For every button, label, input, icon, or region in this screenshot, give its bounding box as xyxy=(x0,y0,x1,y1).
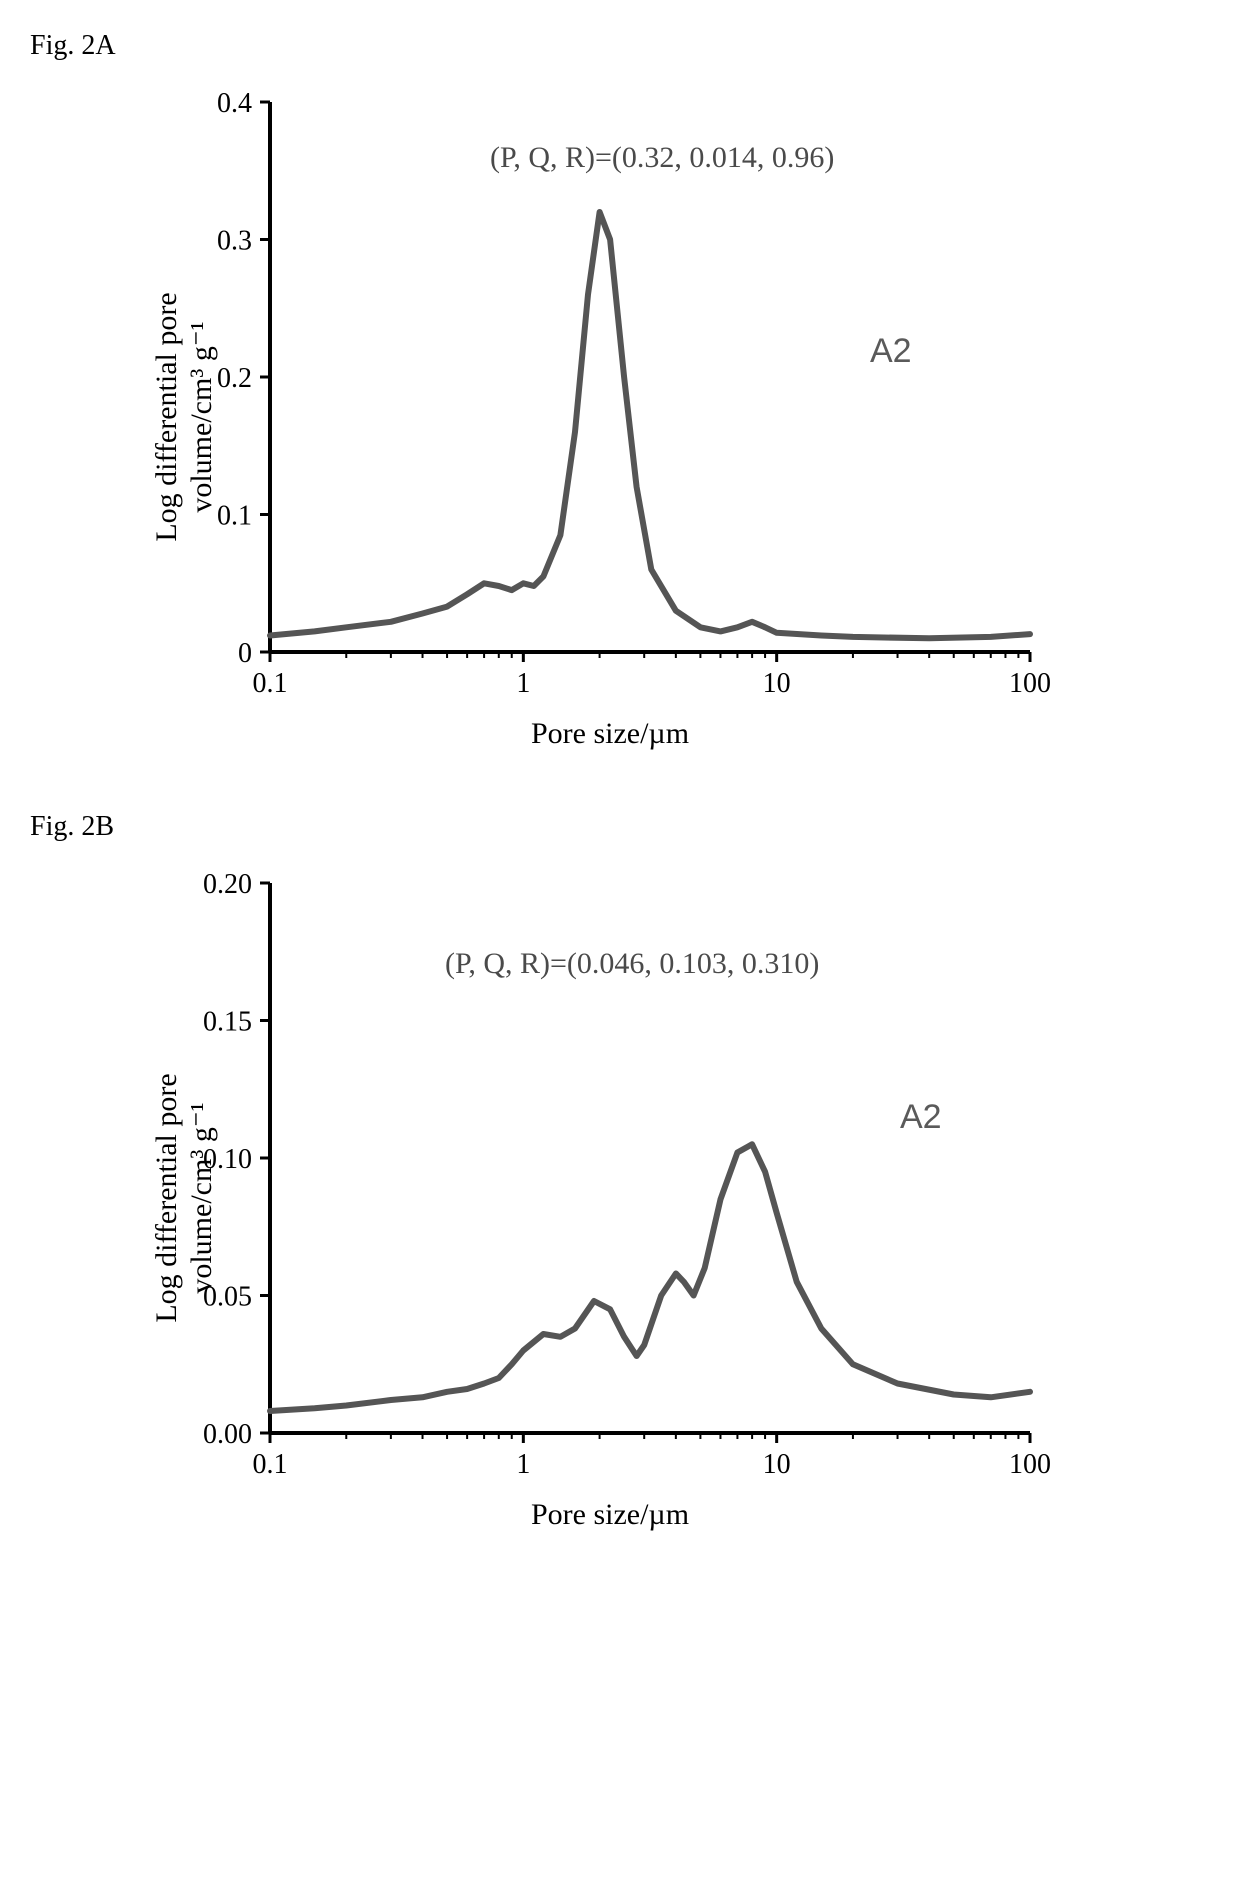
svg-text:10: 10 xyxy=(763,668,791,699)
svg-text:0.1: 0.1 xyxy=(217,501,252,532)
svg-text:0: 0 xyxy=(238,638,252,669)
svg-text:10: 10 xyxy=(763,1449,791,1480)
svg-text:0.1: 0.1 xyxy=(253,1449,288,1480)
y-axis-label-2a-line1: Log differential pore xyxy=(150,292,185,541)
y-axis-label-2b: Log differential pore volume/cm³ g⁻¹ xyxy=(150,1073,219,1322)
y-axis-label-2b-line1: Log differential pore xyxy=(150,1073,185,1322)
chart-2b-svg: 0.000.050.100.150.200.1110100(P, Q, R)=(… xyxy=(170,863,1050,1483)
x-axis-label-2a: Pore size/µm xyxy=(170,717,1050,751)
x-axis-label-2b: Pore size/µm xyxy=(170,1498,1050,1532)
y-axis-label-2a-line2: volume/cm³ g⁻¹ xyxy=(185,292,220,541)
svg-text:A2: A2 xyxy=(870,332,912,370)
svg-text:0.4: 0.4 xyxy=(217,88,252,119)
svg-text:0.15: 0.15 xyxy=(203,1007,252,1038)
svg-text:0.1: 0.1 xyxy=(253,668,288,699)
svg-text:(P, Q, R)=(0.32, 0.014, 0.96): (P, Q, R)=(0.32, 0.014, 0.96) xyxy=(490,141,834,174)
svg-text:100: 100 xyxy=(1009,1449,1050,1480)
svg-text:0.00: 0.00 xyxy=(203,1419,252,1450)
chart-2a-container: Log differential pore volume/cm³ g⁻¹ 00.… xyxy=(170,82,1210,751)
svg-text:0.3: 0.3 xyxy=(217,226,252,257)
figure-2b: Fig. 2B Log differential pore volume/cm³… xyxy=(30,811,1210,1532)
figure-2a: Fig. 2A Log differential pore volume/cm³… xyxy=(30,30,1210,751)
svg-text:100: 100 xyxy=(1009,668,1050,699)
chart-2b-container: Log differential pore volume/cm³ g⁻¹ 0.0… xyxy=(170,863,1210,1532)
svg-text:(P, Q, R)=(0.046, 0.103, 0.310: (P, Q, R)=(0.046, 0.103, 0.310) xyxy=(445,947,819,980)
svg-text:A2: A2 xyxy=(900,1098,942,1136)
y-axis-label-2a: Log differential pore volume/cm³ g⁻¹ xyxy=(150,292,219,541)
svg-text:1: 1 xyxy=(516,668,530,699)
y-axis-label-2b-line2: volume/cm³ g⁻¹ xyxy=(185,1073,220,1322)
svg-text:0.20: 0.20 xyxy=(203,869,252,900)
figure-2a-label: Fig. 2A xyxy=(30,30,1210,62)
svg-text:0.2: 0.2 xyxy=(217,363,252,394)
svg-text:1: 1 xyxy=(516,1449,530,1480)
chart-2a-svg: 00.10.20.30.40.1110100(P, Q, R)=(0.32, 0… xyxy=(170,82,1050,702)
figure-2b-label: Fig. 2B xyxy=(30,811,1210,843)
